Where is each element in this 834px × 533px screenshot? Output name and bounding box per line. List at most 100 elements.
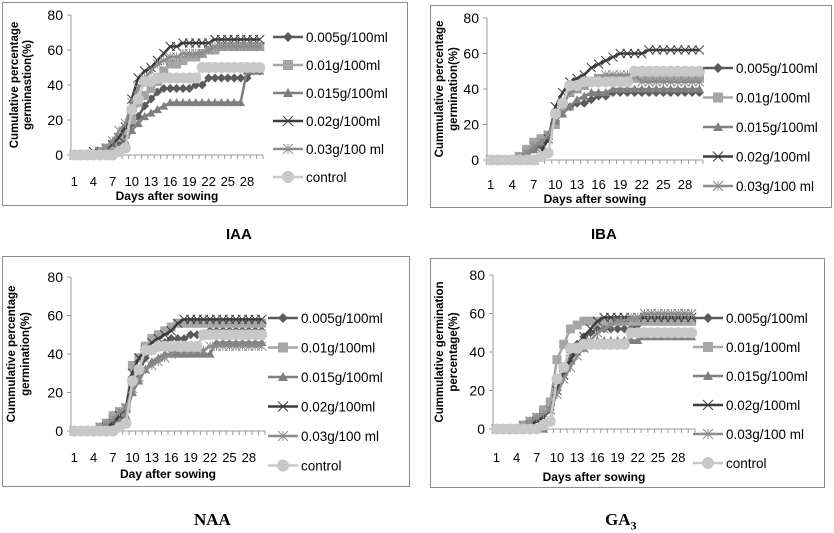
data-point	[172, 318, 183, 329]
x-tick-label: 22	[635, 177, 649, 192]
x-tick-label: 13	[570, 177, 584, 192]
data-point-stroke	[615, 48, 626, 59]
series-control	[485, 65, 705, 166]
x-tick-label: 7	[530, 177, 537, 192]
data-point	[586, 88, 596, 97]
data-point	[197, 48, 208, 59]
data-point	[615, 84, 625, 93]
data-point-stroke	[644, 45, 654, 55]
legend-label: 0.03g/100 ml	[726, 427, 804, 442]
series-line	[496, 335, 692, 431]
legend-label: 0.02g/100ml	[726, 398, 800, 413]
data-point	[666, 84, 676, 93]
data-point	[171, 52, 182, 62]
data-point	[531, 412, 542, 423]
data-point-stroke	[687, 45, 698, 55]
data-point	[644, 84, 654, 93]
data-point	[552, 355, 562, 365]
data-point	[680, 308, 690, 319]
legend-label: 0.005g/100ml	[301, 311, 383, 326]
chart-panel-iaa: 0 20 40 60 80 1 4 7 10 13 16 19 22 25 28 Days after sow…	[2, 2, 408, 206]
data-point-stroke	[593, 59, 604, 70]
caption-ga3-main: GA	[605, 510, 631, 529]
x-axis-title: Days after sowing	[544, 192, 647, 206]
data-point	[216, 98, 226, 107]
data-point-stroke	[694, 45, 705, 55]
data-point	[147, 334, 157, 344]
y-tick-label: 80	[463, 10, 479, 26]
legend-marker-icon	[282, 171, 294, 183]
data-point	[166, 334, 176, 344]
legend-label: 0.015g/100ml	[726, 369, 808, 384]
x-tick-label: 22	[201, 174, 215, 189]
data-point	[107, 136, 118, 146]
data-point	[673, 308, 684, 319]
legend-label: control	[306, 170, 347, 185]
data-point	[203, 45, 214, 55]
data-point	[218, 318, 228, 328]
data-point	[644, 45, 654, 55]
data-point	[687, 316, 697, 326]
data-point-stroke	[579, 331, 589, 342]
x-tick-label: 1	[71, 450, 78, 465]
data-point-stroke	[146, 337, 157, 348]
data-point	[658, 84, 668, 93]
legend-marker-icon	[278, 342, 288, 353]
data-point	[658, 77, 669, 87]
data-point	[244, 318, 254, 328]
y-tick-label: 20	[47, 112, 63, 128]
data-point	[619, 316, 630, 327]
x-tick-label: 19	[613, 177, 627, 192]
legend-label: 0.005g/100ml	[736, 61, 818, 76]
data-point	[203, 38, 214, 48]
x-tick-label: 28	[678, 177, 692, 192]
y-tick-label: 80	[47, 269, 63, 285]
data-point	[119, 142, 131, 154]
x-tick-label: 4	[513, 450, 520, 465]
legend-marker-icon	[278, 372, 288, 381]
data-point	[592, 327, 603, 338]
chart-panel-iba: 0 20 40 60 80 1 4 7 10 13 16 19 22 25 28 Days after sow…	[430, 5, 832, 208]
legend-label: 0.01g/100ml	[726, 340, 800, 355]
data-point-stroke	[651, 45, 662, 55]
data-point	[558, 361, 570, 373]
x-tick-label: 16	[591, 177, 605, 192]
x-tick-label: 10	[548, 177, 562, 192]
data-point	[599, 312, 609, 323]
data-point	[538, 408, 549, 419]
data-point	[680, 77, 690, 87]
data-point	[666, 316, 676, 326]
data-point	[126, 375, 138, 387]
data-point	[184, 84, 194, 93]
data-point-stroke	[114, 132, 124, 143]
data-point	[693, 65, 705, 77]
x-tick-label: 25	[222, 450, 236, 465]
x-tick-label: 13	[570, 450, 584, 465]
legend-label: 0.03g/100 ml	[301, 429, 379, 444]
data-point	[565, 324, 575, 334]
series-line	[490, 91, 700, 162]
legend-marker-icon	[283, 60, 293, 70]
data-point	[636, 48, 647, 59]
y-axis-title: Cummulative germination	[434, 281, 446, 422]
y-axis-title: germination(%)	[20, 312, 32, 396]
series-line	[74, 69, 260, 157]
legend-marker-icon	[713, 122, 723, 131]
data-point	[229, 73, 239, 83]
x-tick-label: 4	[90, 174, 97, 189]
data-point	[599, 324, 609, 334]
data-point	[586, 95, 596, 105]
x-tick-label: 16	[163, 174, 177, 189]
x-tick-label: 19	[610, 450, 624, 465]
legend-marker-icon	[702, 399, 714, 411]
y-tick-label: 0	[55, 147, 63, 163]
data-point	[153, 333, 164, 344]
chart-svg-iba: 0 20 40 60 80 1 4 7 10 13 16 19 22 25 28 Days after sow…	[434, 10, 818, 206]
data-point	[184, 98, 194, 107]
series-line	[74, 69, 260, 157]
legend-marker-icon	[713, 92, 723, 103]
data-point	[159, 84, 169, 93]
x-axis-title: Days after sowing	[543, 470, 646, 484]
data-point	[592, 316, 603, 327]
data-point	[612, 316, 623, 327]
